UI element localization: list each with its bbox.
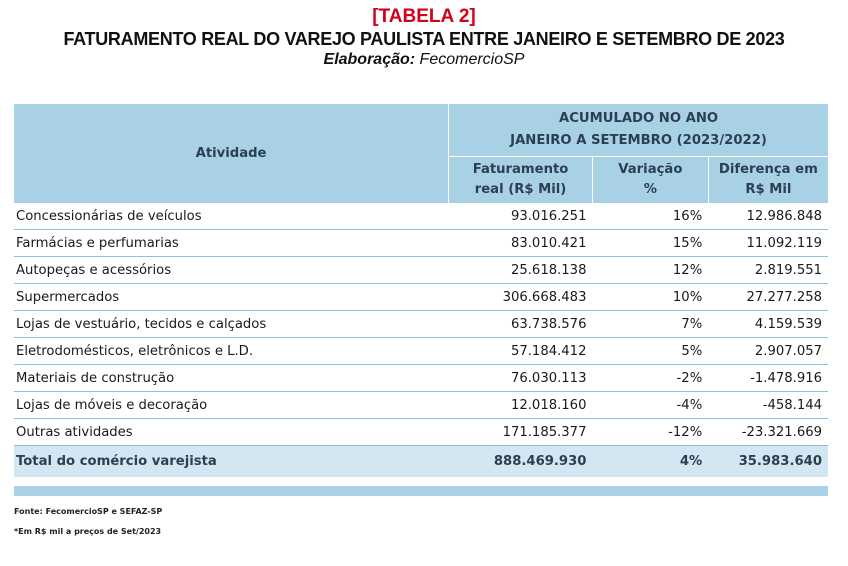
table-row: Farmácias e perfumarias 83.010.421 15% 1…: [14, 229, 828, 257]
col-diff-header-line1: Diferença em: [718, 162, 818, 177]
row-change: 10%: [592, 283, 709, 311]
row-activity: Lojas de vestuário, tecidos e calçados: [14, 310, 449, 338]
row-diff: -23.321.669: [708, 418, 828, 446]
table-header: Atividade ACUMULADO NO ANO JANEIRO A SET…: [14, 104, 828, 203]
subtitle-value: FecomercioSP: [415, 51, 525, 68]
row-change: 12%: [592, 256, 709, 284]
table-row: Eletrodomésticos, eletrônicos e L.D. 57.…: [14, 337, 828, 365]
col-change-header-line1: Variação: [618, 162, 683, 177]
row-activity: Lojas de móveis e decoração: [14, 391, 449, 419]
row-diff: 27.277.258: [708, 283, 828, 311]
row-activity: Supermercados: [14, 283, 449, 311]
row-change: -4%: [592, 391, 709, 419]
total-diff: 35.983.640: [708, 445, 828, 477]
group-header: ACUMULADO NO ANO JANEIRO A SETEMBRO (202…: [448, 104, 828, 157]
table-row: Supermercados 306.668.483 10% 27.277.258: [14, 283, 828, 311]
group-header-line1: ACUMULADO NO ANO: [559, 111, 719, 126]
row-change: 5%: [592, 337, 709, 365]
col-revenue-header-line2: real (R$ Mil): [474, 182, 567, 197]
col-change-header: Variação %: [592, 156, 709, 203]
row-diff: 2.907.057: [708, 337, 828, 365]
col-diff-header: Diferença em R$ Mil: [708, 156, 828, 203]
row-diff: 11.092.119: [708, 229, 828, 257]
table-row: Autopeças e acessórios 25.618.138 12% 2.…: [14, 256, 828, 284]
row-change: 16%: [592, 203, 709, 230]
row-activity: Materiais de construção: [14, 364, 449, 392]
row-change: -2%: [592, 364, 709, 392]
row-revenue: 63.738.576: [448, 310, 593, 338]
table-row: Lojas de vestuário, tecidos e calçados 6…: [14, 310, 828, 338]
page-subtitle: Elaboração: FecomercioSP: [0, 50, 848, 70]
table-notes: Fonte: FecomercioSP e SEFAZ-SP *Em R$ mi…: [14, 502, 162, 542]
row-revenue: 76.030.113: [448, 364, 593, 392]
row-change: 15%: [592, 229, 709, 257]
subtitle-label: Elaboração:: [323, 51, 416, 68]
row-change: 7%: [592, 310, 709, 338]
total-change: 4%: [592, 445, 709, 477]
row-revenue: 12.018.160: [448, 391, 593, 419]
row-revenue: 25.618.138: [448, 256, 593, 284]
row-activity: Farmácias e perfumarias: [14, 229, 449, 257]
row-diff: -458.144: [708, 391, 828, 419]
col-revenue-header-line1: Faturamento: [472, 162, 569, 177]
group-header-line2: JANEIRO A SETEMBRO (2023/2022): [510, 133, 767, 148]
row-change: -12%: [592, 418, 709, 446]
page-header: [TABELA 2] FATURAMENTO REAL DO VAREJO PA…: [0, 6, 848, 70]
row-diff: 2.819.551: [708, 256, 828, 284]
source-note: Fonte: FecomercioSP e SEFAZ-SP: [14, 507, 163, 516]
table-tag: [TABELA 2]: [372, 6, 476, 27]
row-revenue: 171.185.377: [448, 418, 593, 446]
table-row: Lojas de móveis e decoração 12.018.160 -…: [14, 391, 828, 419]
table-row: Materiais de construção 76.030.113 -2% -…: [14, 364, 828, 392]
table-row: Concessionárias de veículos 93.016.251 1…: [14, 203, 828, 230]
row-revenue: 57.184.412: [448, 337, 593, 365]
table-bottom-bar: [14, 486, 828, 496]
row-revenue: 83.010.421: [448, 229, 593, 257]
row-diff: 12.986.848: [708, 203, 828, 230]
row-activity: Outras atividades: [14, 418, 449, 446]
col-change-header-line2: %: [643, 182, 657, 197]
row-diff: 4.159.539: [708, 310, 828, 338]
row-activity: Eletrodomésticos, eletrônicos e L.D.: [14, 337, 449, 365]
col-revenue-header: Faturamento real (R$ Mil): [448, 156, 593, 203]
col-diff-header-line2: R$ Mil: [745, 182, 792, 197]
table-body: Concessionárias de veículos 93.016.251 1…: [14, 203, 828, 477]
total-revenue: 888.469.930: [448, 445, 593, 477]
table-row: Outras atividades 171.185.377 -12% -23.3…: [14, 418, 828, 446]
page-title: FATURAMENTO REAL DO VAREJO PAULISTA ENTR…: [63, 29, 785, 49]
row-activity: Concessionárias de veículos: [14, 203, 449, 230]
revenue-table: Atividade ACUMULADO NO ANO JANEIRO A SET…: [14, 104, 828, 477]
row-activity: Autopeças e acessórios: [14, 256, 449, 284]
total-row: Total do comércio varejista 888.469.930 …: [14, 445, 828, 477]
row-revenue: 93.016.251: [448, 203, 593, 230]
row-diff: -1.478.916: [708, 364, 828, 392]
footnote: *Em R$ mil a preços de Set/2023: [14, 527, 162, 536]
total-activity: Total do comércio varejista: [14, 445, 449, 477]
row-revenue: 306.668.483: [448, 283, 593, 311]
col-activity-header: Atividade: [14, 104, 450, 203]
